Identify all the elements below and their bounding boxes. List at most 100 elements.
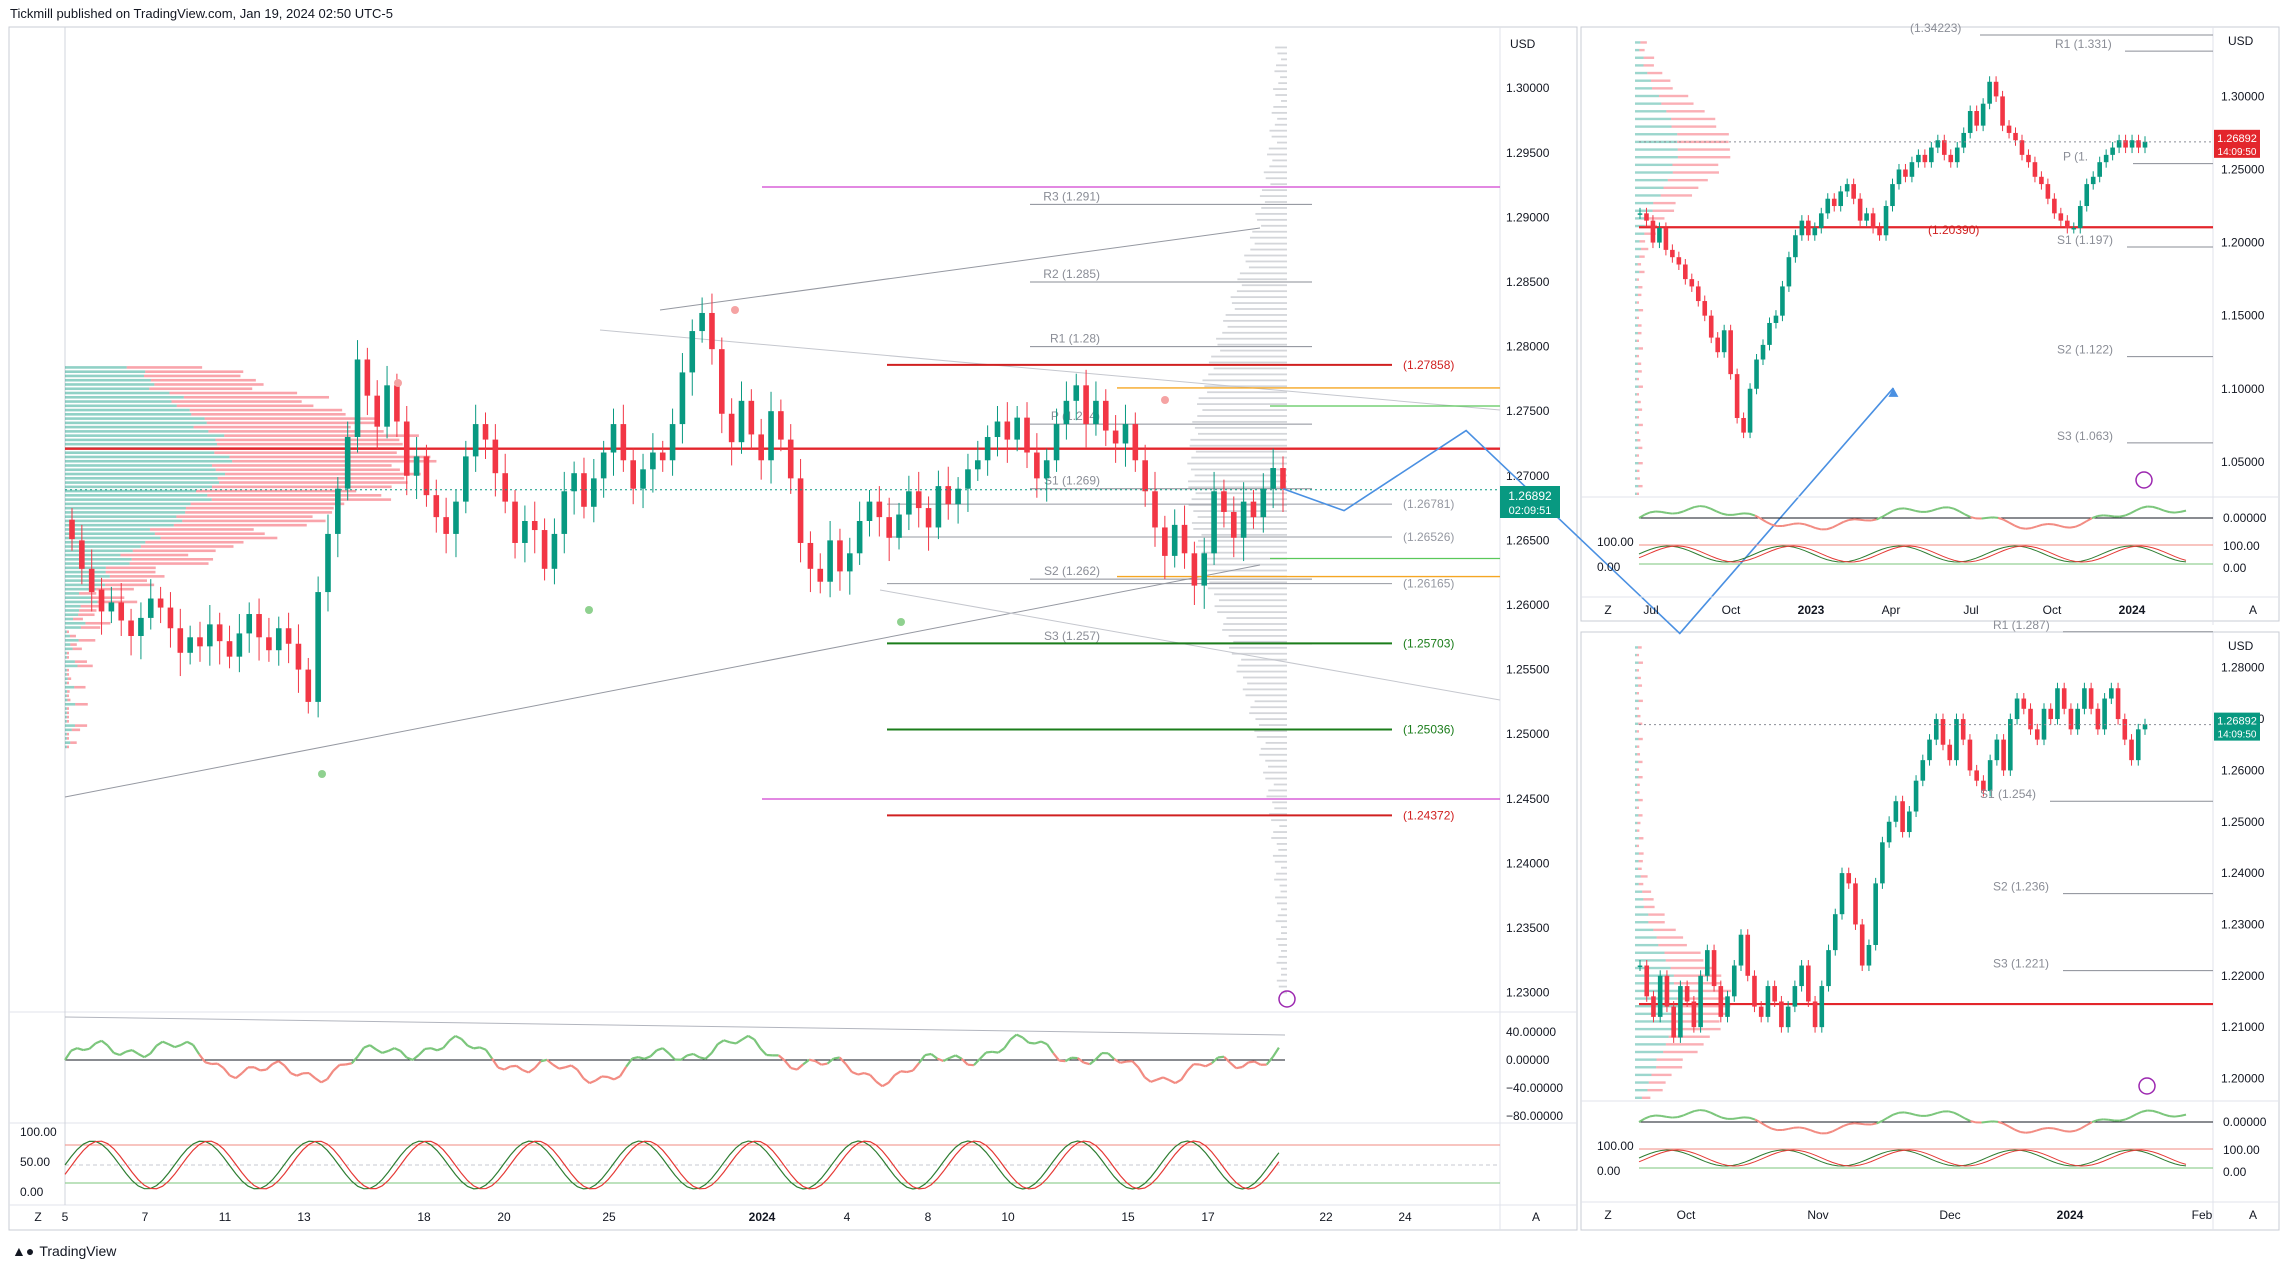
volume-profile-bar-up — [65, 575, 110, 578]
daily-vp-bar — [1635, 745, 1637, 748]
volume-profile-bar-down — [145, 540, 244, 544]
main-auto-button[interactable]: A — [1532, 1210, 1540, 1224]
daily-vp-bar — [1637, 783, 1640, 787]
weekly-vp-bar — [1635, 385, 1639, 388]
weekly-vp-bar — [1647, 71, 1663, 75]
daily-osc-segment — [2031, 1129, 2038, 1134]
candle-body — [1142, 460, 1148, 492]
weekly-y-tick-label: 1.10000 — [2221, 382, 2265, 396]
daily-osc-segment — [2108, 1118, 2115, 1122]
volume-profile-bar-up — [65, 562, 130, 565]
weekly-stoch-tick-r: 0.00 — [2223, 561, 2247, 575]
volume-profile-right-bar — [1193, 510, 1287, 512]
volume-profile-bar-up — [65, 476, 218, 480]
volume-profile-bar-up — [65, 370, 146, 373]
volume-profile-right-bar — [1242, 688, 1287, 691]
candle-body — [738, 400, 745, 443]
main-y-tick-label: 1.25000 — [1506, 727, 1550, 741]
candle-body — [630, 460, 636, 489]
volume-profile-right-bar — [1278, 82, 1287, 85]
candle-body — [807, 542, 814, 569]
daily-osc-segment — [1881, 1116, 1889, 1122]
daily-vp-bar — [1637, 676, 1641, 680]
weekly-candle-body — [1708, 315, 1714, 338]
volume-profile-right-bar — [1278, 848, 1287, 851]
weekly-osc-segment — [1704, 505, 1712, 510]
volume-profile-bar-up — [65, 570, 106, 574]
daily-osc-segment — [2003, 1122, 2010, 1128]
daily-vp-bar — [1643, 905, 1655, 909]
rsi-segment — [833, 1056, 840, 1060]
rsi-tick-label: −40.00000 — [1506, 1081, 1563, 1095]
volume-profile-right-bar — [1267, 153, 1287, 156]
volume-profile-bar-down — [69, 634, 76, 638]
weekly-vp-bar — [1635, 462, 1639, 465]
weekly-vp-bar — [1636, 454, 1639, 457]
daily-vp-bar — [1635, 699, 1639, 703]
daily-y-tick-label: 1.25000 — [2221, 815, 2265, 829]
rsi-segment — [1211, 1056, 1219, 1065]
weekly-y-tick-label: 1.30000 — [2221, 89, 2265, 103]
volume-profile-bar-down — [193, 425, 351, 429]
daily-osc-segment — [1749, 1116, 1756, 1121]
candle-body — [896, 514, 902, 538]
volume-profile-bar-up — [65, 651, 67, 655]
weekly-osc-segment — [2031, 525, 2038, 530]
daily-candle-body — [1940, 719, 1946, 745]
volume-profile-right-bar — [1281, 991, 1287, 994]
rsi-segment — [260, 1068, 267, 1072]
rsi-segment — [790, 1066, 798, 1071]
volume-profile-right-bar — [1195, 545, 1287, 548]
volume-profile-right-bar — [1194, 426, 1287, 429]
weekly-osc-segment — [2152, 505, 2159, 510]
volume-profile-bar-up — [65, 417, 205, 420]
weekly-stoch-tick-r: 100.00 — [2223, 539, 2260, 553]
daily-auto-button[interactable]: A — [2249, 1208, 2257, 1222]
rsi-segment — [467, 1044, 475, 1050]
daily-vp-bar — [1635, 989, 1679, 993]
daily-vp-bar — [1635, 760, 1639, 764]
daily-vp-bar — [1640, 875, 1648, 878]
main-scale-button[interactable]: Z — [34, 1210, 41, 1224]
volume-profile-bar-up — [65, 421, 207, 425]
volume-profile-right-bar — [1274, 807, 1287, 810]
weekly-auto-button[interactable]: A — [2249, 603, 2257, 617]
volume-profile-right-bar — [1228, 634, 1287, 637]
rsi-segment — [570, 1064, 579, 1071]
rsi-segment — [503, 1065, 511, 1071]
rsi-segment — [510, 1064, 517, 1068]
daily-vp-bar — [1656, 936, 1684, 939]
volume-profile-bar-up — [65, 724, 75, 727]
weekly-vp-bar — [1636, 377, 1639, 381]
daily-scale-button[interactable]: Z — [1604, 1208, 1611, 1222]
rsi-segment — [533, 1060, 542, 1069]
volume-profile-bar-down — [91, 596, 125, 599]
weekly-candle-body — [1702, 301, 1708, 316]
weekly-osc-segment — [1958, 510, 1966, 516]
rsi-segment — [1162, 1076, 1170, 1082]
volume-profile-bar-down — [75, 702, 88, 706]
weekly-candle-body — [1903, 169, 1908, 177]
volume-profile-bar-up — [65, 387, 150, 391]
daily-vp-bar — [1635, 1073, 1652, 1077]
volume-profile-bar-up — [65, 413, 192, 416]
volume-profile-right-bar — [1277, 52, 1287, 55]
rsi-segment — [759, 1047, 768, 1056]
weekly-candle-body — [1818, 213, 1824, 228]
volume-profile-bar-down — [79, 609, 97, 612]
weekly-osc-segment — [1831, 523, 1839, 529]
weekly-osc-segment — [2025, 527, 2032, 530]
main-descending-line — [599, 329, 1501, 411]
volume-profile-bar-up — [65, 468, 216, 472]
main-x-tick-label: 15 — [1121, 1210, 1135, 1224]
rsi-segment — [1199, 1063, 1207, 1068]
volume-profile-right-bar — [1268, 765, 1287, 768]
candle-body — [305, 669, 312, 702]
weekly-scale-button[interactable]: Z — [1604, 603, 1611, 617]
volume-profile-right-bar — [1222, 629, 1287, 631]
volume-profile-bar-up — [65, 609, 80, 612]
rsi-segment — [540, 1058, 548, 1063]
candle-body — [699, 312, 705, 332]
daily-candle-body — [1657, 975, 1663, 1017]
